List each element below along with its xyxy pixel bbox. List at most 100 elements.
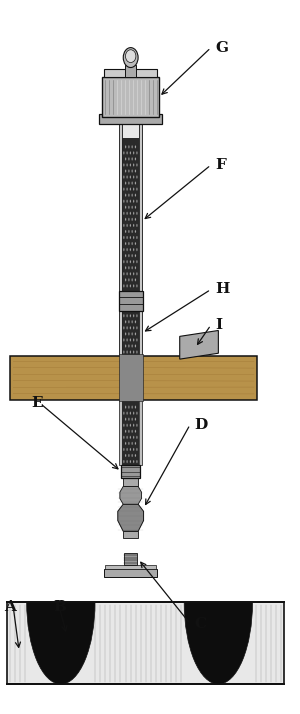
Circle shape [131,406,133,408]
Circle shape [125,181,126,185]
Bar [139,311,142,356]
Circle shape [123,224,124,227]
Circle shape [125,266,126,269]
Circle shape [135,406,136,408]
Text: E: E [31,396,43,411]
Circle shape [135,344,136,348]
Circle shape [135,218,136,221]
Circle shape [127,200,128,203]
Polygon shape [120,486,142,504]
Circle shape [127,314,128,317]
Circle shape [125,442,126,445]
Circle shape [131,442,133,445]
Circle shape [130,412,131,415]
Circle shape [123,176,124,178]
Circle shape [131,206,133,209]
Circle shape [128,254,130,257]
Text: I: I [215,318,223,332]
Circle shape [130,248,131,251]
Circle shape [131,169,133,173]
Circle shape [136,272,138,276]
Circle shape [130,423,131,427]
Circle shape [125,218,126,221]
Circle shape [136,151,138,154]
Circle shape [123,260,124,263]
Circle shape [128,145,130,149]
Circle shape [128,206,130,209]
Circle shape [136,236,138,239]
Circle shape [127,284,128,288]
Circle shape [133,460,134,463]
Circle shape [123,326,124,329]
Circle shape [125,230,126,233]
Text: G: G [215,41,228,54]
Circle shape [123,423,124,427]
Circle shape [123,460,124,463]
Circle shape [128,418,130,421]
Circle shape [135,193,136,197]
Circle shape [127,236,128,239]
Circle shape [127,351,128,353]
Circle shape [136,248,138,251]
Circle shape [130,176,131,178]
Circle shape [136,176,138,178]
Circle shape [130,448,131,451]
Circle shape [133,176,134,178]
Circle shape [130,188,131,191]
Circle shape [131,454,133,457]
Circle shape [125,145,126,149]
Circle shape [131,332,133,336]
Circle shape [131,230,133,233]
Circle shape [135,454,136,457]
Circle shape [125,454,126,457]
Bar [102,78,159,116]
Text: B: B [53,600,66,614]
Circle shape [135,418,136,421]
Circle shape [136,338,138,341]
Circle shape [125,242,126,245]
Text: D: D [195,418,208,431]
Bar [123,531,138,538]
Circle shape [131,145,133,149]
Circle shape [133,338,134,341]
Circle shape [123,284,124,288]
Circle shape [130,314,131,317]
Circle shape [135,442,136,445]
Circle shape [136,460,138,463]
Circle shape [125,193,126,197]
Circle shape [127,164,128,166]
Bar [139,116,142,291]
Circle shape [127,423,128,427]
Circle shape [127,212,128,215]
Bar [119,400,122,465]
Ellipse shape [125,50,136,63]
Circle shape [133,260,134,263]
Bar [122,116,139,138]
Circle shape [131,278,133,281]
Circle shape [123,272,124,276]
Circle shape [127,412,128,415]
Circle shape [135,206,136,209]
Circle shape [133,448,134,451]
Bar [119,354,142,401]
Circle shape [133,248,134,251]
Circle shape [136,164,138,166]
Circle shape [128,242,130,245]
Circle shape [133,164,134,166]
Circle shape [135,254,136,257]
Circle shape [133,314,134,317]
Circle shape [133,412,134,415]
Circle shape [123,248,124,251]
Circle shape [135,145,136,149]
Circle shape [123,200,124,203]
Bar [10,356,257,400]
Circle shape [131,418,133,421]
Circle shape [131,193,133,197]
Circle shape [131,430,133,433]
Circle shape [130,224,131,227]
Circle shape [125,321,126,323]
Circle shape [131,266,133,269]
Circle shape [136,224,138,227]
Circle shape [135,332,136,336]
Circle shape [135,230,136,233]
